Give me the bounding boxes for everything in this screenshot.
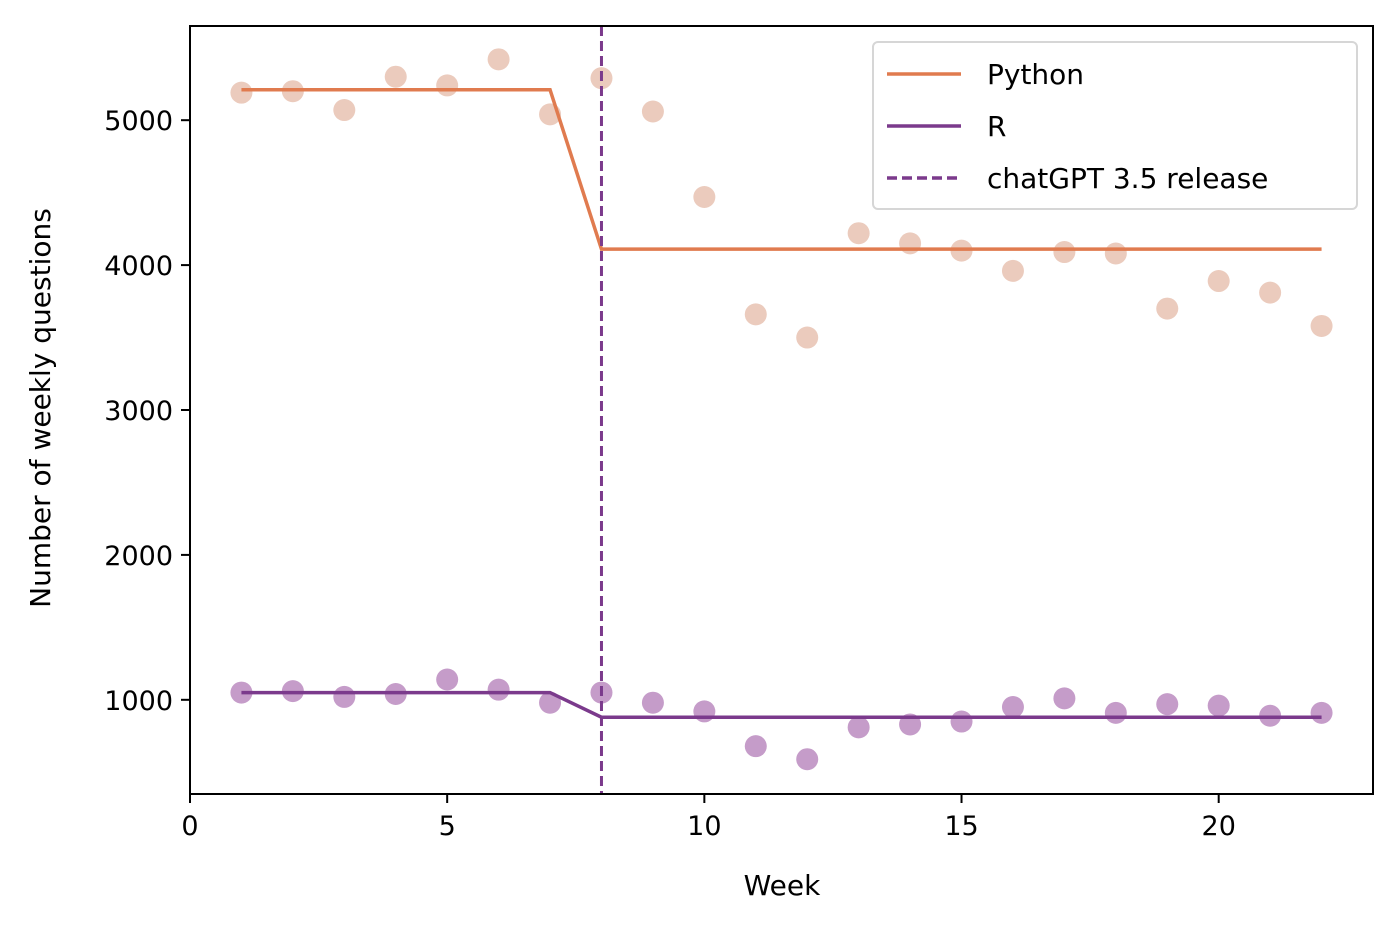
python-point-week-3 — [333, 99, 356, 122]
y-tick-label-5000: 5000 — [104, 106, 173, 137]
r-point-week-7 — [539, 691, 562, 714]
python-point-week-4 — [384, 65, 407, 88]
r-point-week-3 — [333, 685, 356, 708]
x-tick-label-15: 15 — [944, 811, 978, 842]
y-tick-label-2000: 2000 — [104, 541, 173, 572]
x-tick-label-10: 10 — [687, 811, 721, 842]
python-point-week-10 — [693, 185, 716, 208]
r-point-week-18 — [1104, 701, 1127, 724]
r-point-week-17 — [1053, 687, 1076, 710]
r-point-week-16 — [1001, 696, 1024, 719]
legend-label-python: Python — [987, 58, 1084, 91]
r-point-week-20 — [1207, 694, 1230, 717]
r-point-week-13 — [847, 716, 870, 739]
python-fit-line — [241, 88, 1322, 251]
r-point-week-12 — [796, 748, 819, 771]
x-axis-label: Week — [744, 869, 821, 902]
python-point-week-16 — [1001, 259, 1024, 282]
legend-label-r: R — [987, 110, 1006, 143]
r-point-week-19 — [1156, 693, 1179, 716]
r-point-week-9 — [641, 691, 664, 714]
r-point-week-10 — [693, 700, 716, 723]
python-point-week-1 — [230, 81, 253, 104]
x-tick-label-5: 5 — [439, 811, 456, 842]
python-point-week-17 — [1053, 241, 1076, 264]
x-tick-label-20: 20 — [1202, 811, 1236, 842]
r-point-week-5 — [436, 668, 459, 691]
y-axis-label: Number of weekly questions — [24, 208, 57, 608]
python-point-week-20 — [1207, 270, 1230, 293]
python-point-week-19 — [1156, 297, 1179, 320]
y-tick-label-3000: 3000 — [104, 396, 173, 427]
python-point-week-9 — [641, 100, 664, 123]
plot-area — [189, 25, 1374, 795]
r-point-week-11 — [744, 735, 767, 758]
python-point-week-14 — [899, 232, 922, 255]
python-point-week-11 — [744, 303, 767, 326]
python-point-week-18 — [1104, 242, 1127, 265]
x-axis: 0 5 10 15 20 — [181, 794, 1236, 842]
r-point-week-6 — [487, 678, 510, 701]
r-point-week-15 — [950, 710, 973, 733]
legend-box — [872, 41, 1358, 210]
legend-label-release: chatGPT 3.5 release — [987, 162, 1268, 195]
r-point-week-22 — [1310, 701, 1333, 724]
python-point-week-13 — [847, 222, 870, 245]
python-point-week-6 — [487, 48, 510, 71]
r-fit-line — [241, 690, 1322, 719]
python-point-week-12 — [796, 326, 819, 349]
python-point-week-22 — [1310, 314, 1333, 337]
python-point-week-21 — [1259, 281, 1282, 304]
y-axis: 1000 2000 3000 4000 5000 — [104, 106, 190, 717]
y-tick-label-4000: 4000 — [104, 251, 173, 282]
python-point-week-5 — [436, 74, 459, 97]
y-tick-label-1000: 1000 — [104, 686, 173, 717]
x-tick-label-0: 0 — [181, 811, 198, 842]
